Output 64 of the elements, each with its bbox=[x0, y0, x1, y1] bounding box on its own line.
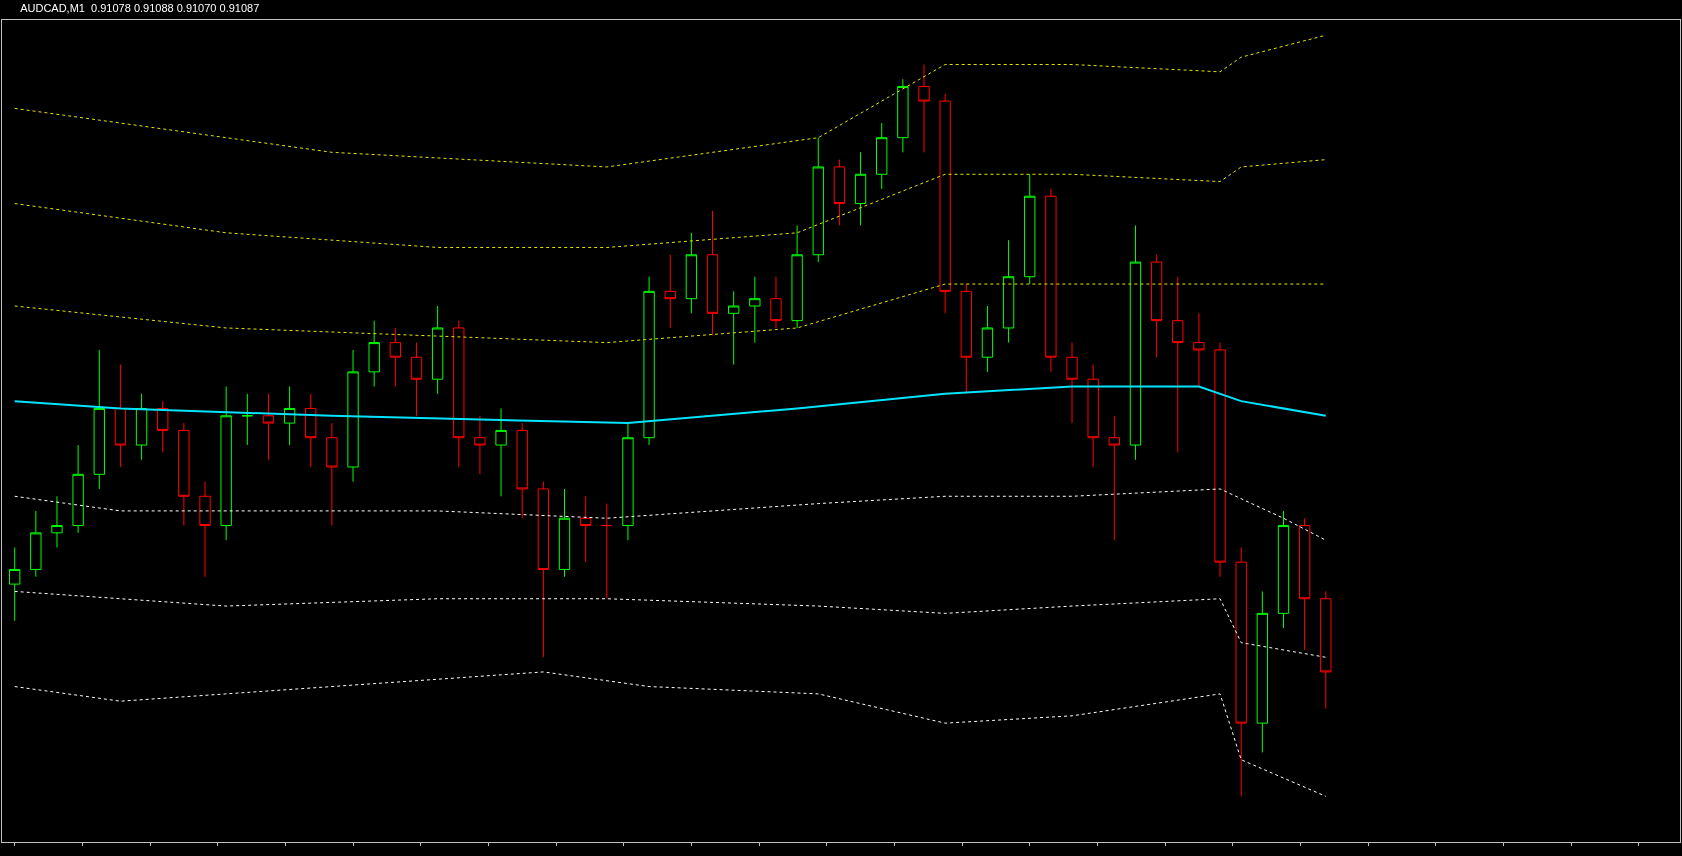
candlestick bbox=[1024, 173, 1036, 285]
candlestick bbox=[368, 320, 380, 387]
candlestick bbox=[30, 510, 42, 578]
candlestick bbox=[770, 276, 782, 329]
candlestick bbox=[876, 122, 888, 190]
candlestick bbox=[664, 254, 676, 329]
candlestick bbox=[1193, 312, 1205, 387]
candlestick bbox=[178, 422, 190, 527]
candlestick bbox=[643, 276, 655, 446]
candlestick bbox=[1235, 547, 1247, 797]
candlestick bbox=[157, 400, 169, 453]
candlestick bbox=[1087, 364, 1099, 468]
candlestick bbox=[1066, 342, 1078, 424]
candlestick bbox=[791, 225, 803, 329]
candlestick bbox=[93, 349, 105, 490]
candlestick bbox=[199, 481, 211, 578]
candlestick bbox=[516, 422, 528, 519]
candlestick bbox=[1256, 590, 1269, 753]
candlestick bbox=[960, 283, 972, 395]
candlestick bbox=[749, 276, 761, 344]
candlestick bbox=[72, 444, 84, 534]
candlestick bbox=[347, 349, 359, 483]
candlestick bbox=[728, 290, 740, 366]
candlestick bbox=[579, 495, 592, 563]
candlestick bbox=[283, 386, 296, 446]
candlestick bbox=[410, 342, 423, 417]
candlestick bbox=[939, 93, 951, 314]
candlestick bbox=[51, 495, 63, 549]
candlestick bbox=[537, 481, 550, 658]
candlestick bbox=[685, 232, 698, 314]
candlestick bbox=[854, 151, 867, 226]
candlestick bbox=[326, 422, 338, 527]
candlestick bbox=[453, 320, 465, 468]
candlestick bbox=[1214, 342, 1226, 578]
candlestick bbox=[1002, 239, 1015, 344]
candlestick bbox=[1320, 590, 1332, 710]
chart-title: AUDCAD,M1 0.91078 0.91088 0.91070 0.91087 bbox=[20, 1, 260, 14]
candlestick bbox=[114, 364, 127, 468]
candlestick bbox=[241, 393, 253, 446]
candlestick bbox=[1172, 276, 1184, 453]
candlestick bbox=[305, 393, 317, 468]
candlestick bbox=[706, 210, 719, 336]
candlestick bbox=[1150, 254, 1163, 358]
candlestick bbox=[474, 415, 486, 475]
candlestick bbox=[1129, 225, 1142, 461]
candlestick bbox=[220, 386, 232, 541]
candlestick bbox=[1108, 415, 1120, 541]
candlestick bbox=[1298, 517, 1311, 651]
candlestick bbox=[601, 503, 613, 600]
candlestick bbox=[981, 305, 994, 373]
candlestick bbox=[495, 407, 507, 497]
candlestick bbox=[431, 305, 444, 395]
candlestick bbox=[9, 547, 21, 622]
candlestick bbox=[262, 393, 275, 461]
candlestick bbox=[558, 488, 571, 578]
candlestick bbox=[897, 78, 909, 153]
candlestick bbox=[135, 393, 148, 461]
candlestick bbox=[389, 327, 402, 387]
candlestick bbox=[1045, 188, 1057, 373]
candlestick bbox=[833, 159, 846, 226]
candlestick bbox=[622, 422, 634, 541]
candlestick bbox=[812, 137, 824, 263]
candlestick bbox=[1277, 510, 1290, 629]
candlestick bbox=[918, 64, 930, 153]
